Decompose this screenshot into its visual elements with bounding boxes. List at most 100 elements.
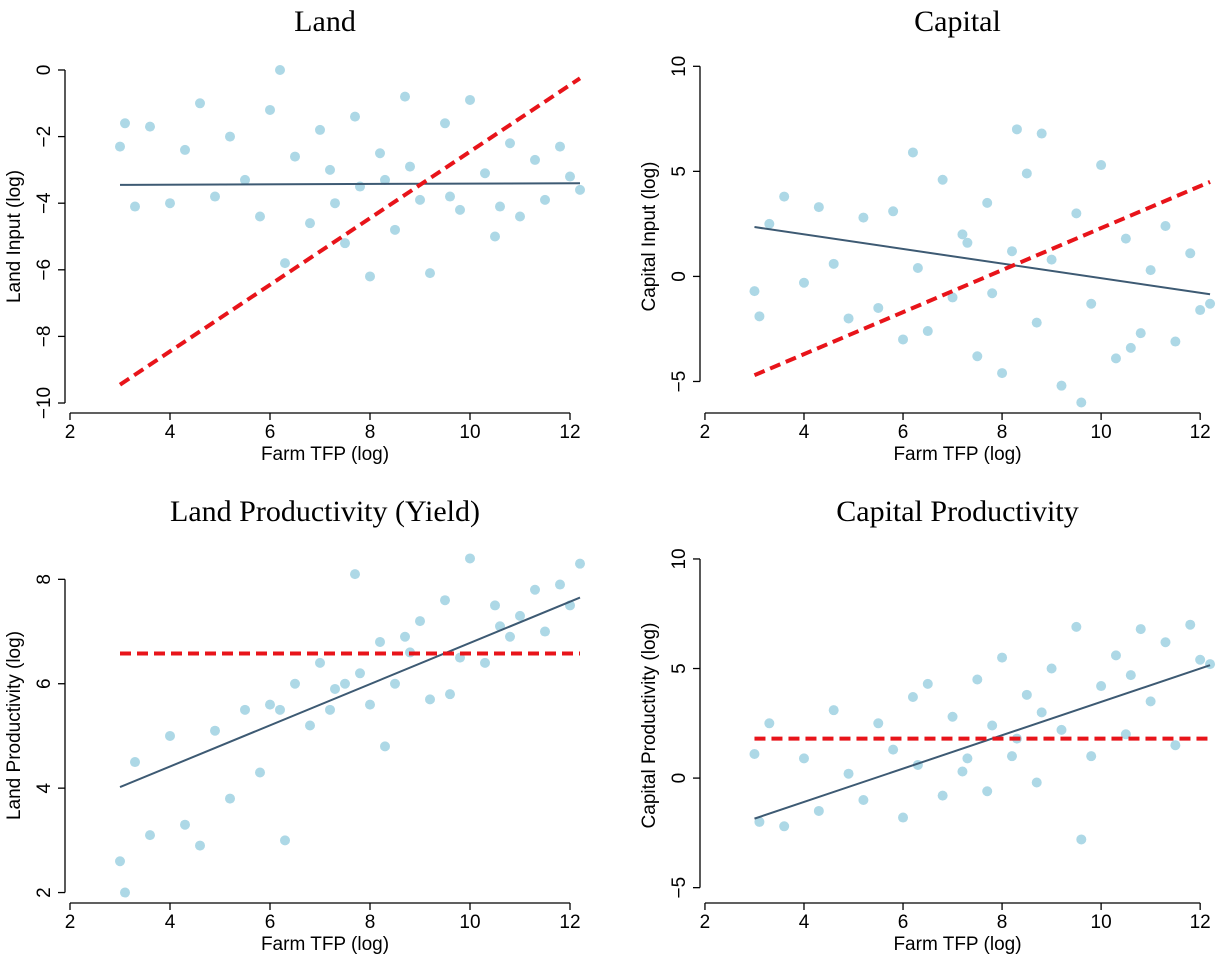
y-tick-label: 5	[669, 166, 690, 177]
scatter-point	[290, 678, 300, 689]
scatter-point	[255, 211, 265, 222]
scatter-point	[922, 678, 933, 689]
panel: Land 2 4 6 8 10 12 −10 −8 −6 −4 −2 0 Farm TFP (log) La…	[4, 5, 585, 465]
scatter-point	[962, 237, 973, 248]
scatter-point	[445, 191, 455, 202]
x-tick-label: 2	[65, 912, 76, 933]
scatter-point	[380, 741, 390, 752]
panel: Capital 2 4 6 8 10 12 −5 0 5 10 Farm TFP (log) Capit…	[639, 5, 1216, 465]
scatter-point	[779, 191, 790, 202]
x-tick-label: 10	[459, 912, 480, 933]
x-tick-label: 2	[65, 422, 76, 443]
scatter-point	[380, 174, 390, 185]
scatter-point	[1036, 707, 1047, 718]
x-tick-label: 4	[165, 422, 176, 443]
scatter-point	[947, 711, 958, 722]
y-tick-label: −2	[34, 126, 55, 148]
x-tick-label: 10	[1091, 422, 1112, 443]
scatter-point	[1096, 681, 1107, 692]
fit-line	[754, 664, 1211, 820]
scatter-point	[390, 224, 400, 235]
scatter-point	[315, 657, 325, 668]
scatter-point	[962, 753, 973, 764]
scatter-point	[225, 131, 235, 142]
scatter-point	[1125, 670, 1136, 681]
scatter-point	[350, 111, 360, 122]
scatter-point	[1125, 342, 1136, 353]
x-tick-label: 4	[799, 912, 810, 933]
fit-line	[119, 182, 581, 186]
scatter-point	[515, 211, 525, 222]
scatter-point	[425, 694, 435, 705]
scatter-point	[1021, 168, 1032, 179]
chart-title: Land	[294, 5, 356, 38]
scatter-point	[210, 191, 220, 202]
scatter-point	[165, 730, 175, 741]
scatter-point	[898, 334, 909, 345]
x-tick-label: 12	[559, 422, 580, 443]
scatter-point	[1031, 777, 1042, 788]
scatter-point	[225, 793, 235, 804]
y-tick-label: −4	[34, 192, 55, 214]
scatter-point	[490, 600, 500, 611]
scatter-point	[350, 569, 360, 580]
y-tick-label: 10	[669, 56, 690, 77]
scatter-point	[275, 704, 285, 715]
scatter-point	[165, 198, 175, 209]
scatter-point	[210, 725, 220, 736]
scatter-point	[982, 197, 993, 208]
x-tick-label: 6	[265, 422, 276, 443]
scatter-point	[987, 288, 998, 299]
scatter-point	[907, 692, 918, 703]
x-tick-label: 2	[700, 912, 711, 933]
scatter-point	[325, 704, 335, 715]
scatter-point	[1170, 740, 1181, 751]
scatter-point	[957, 766, 968, 777]
scatter-point	[180, 144, 190, 155]
y-tick-label: 10	[669, 548, 690, 569]
scatter-point	[1056, 724, 1067, 735]
scatter-point	[1145, 265, 1156, 276]
scatter-point	[843, 313, 854, 324]
y-axis-label: Land Productivity (log)	[4, 631, 25, 820]
scatter-point	[555, 579, 565, 590]
scatter-point	[530, 154, 540, 165]
scatter-point	[405, 161, 415, 172]
scatter-point	[325, 164, 335, 175]
y-tick-label: 8	[34, 574, 55, 585]
scatter-point	[240, 174, 250, 185]
scatter-point	[1120, 729, 1131, 740]
scatter-point	[265, 104, 275, 115]
x-tick-label: 12	[1190, 912, 1211, 933]
scatter-point	[400, 631, 410, 642]
y-axis-label: Capital Input (log)	[639, 162, 660, 312]
scatter-point	[922, 326, 933, 337]
scatter-point	[490, 231, 500, 242]
scatter-point	[1110, 650, 1121, 661]
scatter-point	[888, 744, 899, 755]
scatter-point	[1046, 254, 1057, 265]
scatter-point	[445, 689, 455, 700]
x-tick-label: 6	[898, 912, 909, 933]
scatter-point	[888, 206, 899, 217]
x-tick-label: 8	[997, 422, 1008, 443]
chart-title: Land Productivity (Yield)	[170, 495, 480, 528]
scatter-point	[375, 636, 385, 647]
scatter-point	[798, 753, 809, 764]
scatter-point	[425, 268, 435, 279]
scatter-point	[455, 204, 465, 215]
scatter-point	[1046, 663, 1057, 674]
scatter-point	[1006, 751, 1017, 762]
scatter-point	[907, 147, 918, 158]
scatter-point	[937, 174, 948, 185]
scatter-point	[440, 595, 450, 606]
scatter-point	[505, 631, 515, 642]
x-tick-label: 4	[799, 422, 810, 443]
y-tick-label: 0	[34, 65, 55, 76]
scatter-point	[828, 258, 839, 269]
scatter-point	[495, 201, 505, 212]
y-tick-label: 5	[669, 663, 690, 674]
scatter-point	[1135, 624, 1146, 635]
scatter-point	[1185, 248, 1196, 259]
x-tick-label: 6	[265, 912, 276, 933]
